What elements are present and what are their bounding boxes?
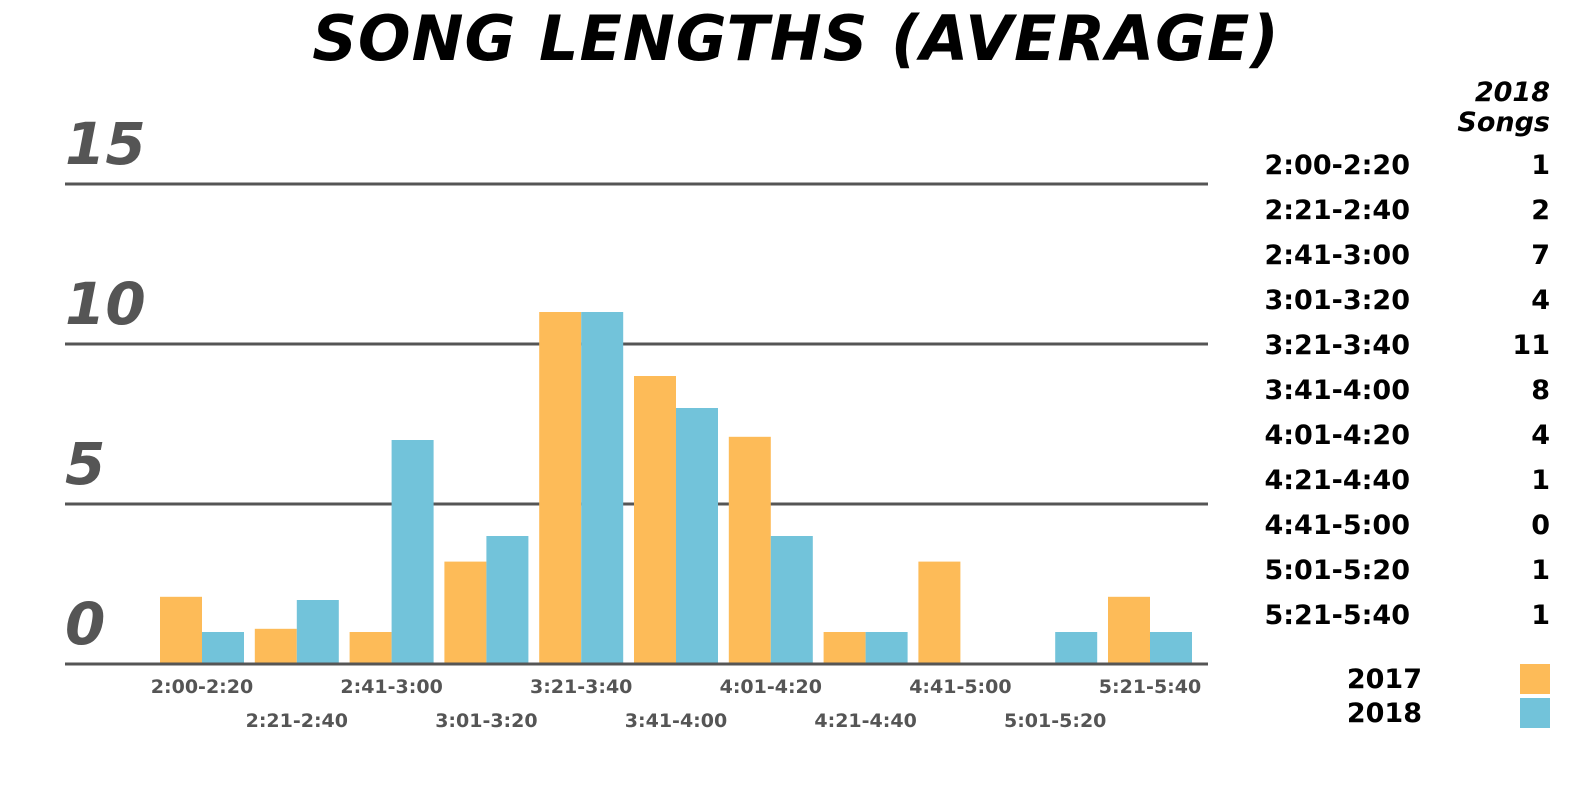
table-row-count: 1 <box>1531 150 1550 181</box>
table-row-range: 2:41-3:00 <box>1264 240 1410 271</box>
table-row: 3:21-3:40 11 <box>1192 330 1592 370</box>
table-row: 4:21-4:40 1 <box>1192 465 1592 505</box>
table-row: 2:21-2:40 2 <box>1192 195 1592 235</box>
table-row: 3:41-4:00 8 <box>1192 375 1592 415</box>
bar-2017-5:21-5:40 <box>1108 596 1150 664</box>
y-tick-label: 5 <box>65 430 105 498</box>
table-row-count: 0 <box>1531 510 1550 541</box>
bar-2018-2:21-2:40 <box>296 600 339 664</box>
legend-item-2017: 2017 <box>1272 664 1592 695</box>
table-row: 2:00-2:20 1 <box>1192 150 1592 190</box>
x-tick-label: 3:21-3:40 <box>530 676 632 698</box>
table-row-count: 2 <box>1531 195 1550 226</box>
bar-2018-3:21-3:40 <box>581 312 624 664</box>
x-tick-label: 2:21-2:40 <box>246 710 348 732</box>
table-row: 2:41-3:00 7 <box>1192 240 1592 280</box>
table-row: 5:21-5:40 1 <box>1192 600 1592 640</box>
x-tick-label: 2:00-2:20 <box>151 676 253 698</box>
legend-label: 2017 <box>1346 664 1422 695</box>
table-row-range: 2:00-2:20 <box>1264 150 1410 181</box>
bar-2018-3:41-4:00 <box>676 408 718 664</box>
bar-2017-4:41-5:00 <box>918 561 961 664</box>
bar-2017-2:41-3:00 <box>349 632 392 664</box>
table-row-count: 8 <box>1531 375 1550 406</box>
bar-2017-4:01-4:20 <box>728 436 771 664</box>
bar-2018-2:00-2:20 <box>202 632 244 664</box>
x-tick-label: 3:01-3:20 <box>435 710 537 732</box>
x-tick-label: 4:41-5:00 <box>909 676 1011 698</box>
table-row-range: 3:01-3:20 <box>1264 285 1410 316</box>
table-header-year: 2018 <box>1474 77 1550 108</box>
bar-2017-3:21-3:40 <box>539 312 582 664</box>
table-row-count: 4 <box>1531 285 1550 316</box>
bar-2017-4:21-4:40 <box>823 632 866 664</box>
table-row: 4:01-4:20 4 <box>1192 420 1592 460</box>
x-tick-label: 3:41-4:00 <box>625 710 727 732</box>
legend-swatch <box>1520 664 1550 694</box>
bar-2018-4:21-4:40 <box>865 632 908 664</box>
table-header-label: Songs <box>1457 107 1550 138</box>
table-row-range: 4:41-5:00 <box>1264 510 1410 541</box>
x-tick-label: 2:41-3:00 <box>340 676 442 698</box>
table-row-count: 11 <box>1512 330 1550 361</box>
table-header: 2018 Songs <box>1410 78 1550 138</box>
legend-label: 2018 <box>1346 698 1422 729</box>
table-row-range: 5:01-5:20 <box>1264 555 1410 586</box>
table-row-count: 1 <box>1531 465 1550 496</box>
table-row: 4:41-5:00 0 <box>1192 510 1592 550</box>
table-row-range: 2:21-2:40 <box>1264 195 1410 226</box>
bar-2018-5:01-5:20 <box>1055 632 1098 664</box>
bar-2017-3:41-4:00 <box>634 376 676 664</box>
table-row-range: 3:41-4:00 <box>1264 375 1410 406</box>
bar-2018-2:41-3:00 <box>391 440 434 664</box>
chart-title: SONG LENGTHS (AVERAGE) <box>312 2 1280 75</box>
bar-2018-5:21-5:40 <box>1150 632 1192 664</box>
legend-item-2018: 2018 <box>1272 698 1592 729</box>
table-row: 3:01-3:20 4 <box>1192 285 1592 325</box>
bar-2018-4:01-4:20 <box>770 536 813 664</box>
table-row-range: 4:21-4:40 <box>1264 465 1410 496</box>
x-tick-label: 4:21-4:40 <box>814 710 916 732</box>
table-row-count: 4 <box>1531 420 1550 451</box>
y-tick-label: 10 <box>65 270 146 338</box>
table-row-range: 3:21-3:40 <box>1264 330 1410 361</box>
table-row: 5:01-5:20 1 <box>1192 555 1592 595</box>
table-row-range: 5:21-5:40 <box>1264 600 1410 631</box>
bar-2018-3:01-3:20 <box>486 536 529 664</box>
x-tick-label: 5:01-5:20 <box>1004 710 1106 732</box>
bar-2017-2:00-2:20 <box>160 596 202 664</box>
y-tick-label: 0 <box>65 590 105 658</box>
y-tick-label: 15 <box>65 110 146 178</box>
bar-2017-2:21-2:40 <box>254 628 297 664</box>
table-row-count: 1 <box>1531 555 1550 586</box>
x-tick-label: 4:01-4:20 <box>720 676 822 698</box>
table-row-range: 4:01-4:20 <box>1264 420 1410 451</box>
x-tick-label: 5:21-5:40 <box>1099 676 1201 698</box>
table-row-count: 7 <box>1531 240 1550 271</box>
bar-2017-3:01-3:20 <box>444 561 487 664</box>
table-row-count: 1 <box>1531 600 1550 631</box>
legend-swatch <box>1520 698 1550 728</box>
